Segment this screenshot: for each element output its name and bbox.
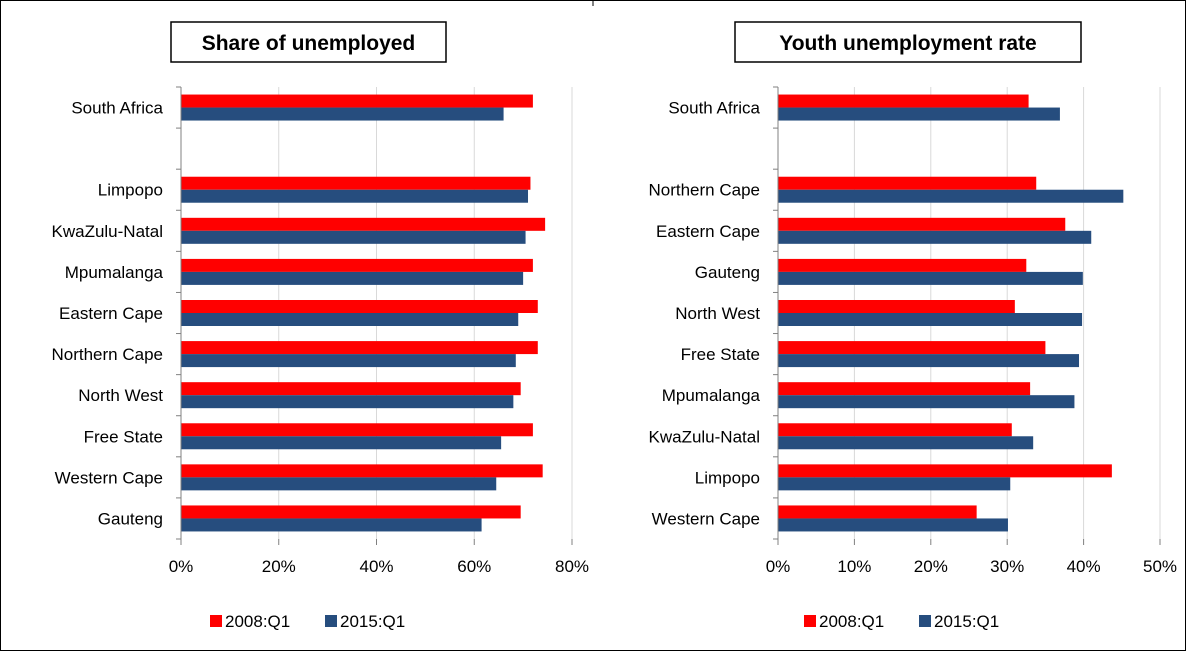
bar-2015-q1-4: [778, 271, 1083, 285]
legend-label: 2015:Q1: [340, 612, 405, 631]
category-label: Mpumalanga: [662, 386, 761, 405]
x-tick-label: 80%: [555, 557, 589, 576]
x-tick-label: 0%: [169, 557, 194, 576]
bar-2008-q1-9: [181, 464, 543, 478]
category-label: North West: [675, 304, 760, 323]
bar-2008-q1-6: [181, 341, 538, 355]
axis-group: 0% 10% 20% 30% 40% 50% South Africa Northern Ca…: [648, 86, 1177, 576]
category-label: Limpopo: [695, 468, 760, 487]
chart-panel-youth-unemployment-rate: Youth unemployment rate 0% 10% 20% 30% 40% 50…: [648, 21, 1177, 631]
bar-2015-q1-0: [181, 107, 504, 121]
bar-2015-q1-7: [778, 395, 1075, 409]
x-tick-label: 40%: [1067, 557, 1101, 576]
bar-2015-q1-8: [181, 436, 502, 450]
bar-2008-q1-2: [778, 176, 1037, 190]
category-label: South Africa: [71, 99, 163, 118]
legend: 2008:Q1 2015:Q1: [210, 612, 405, 631]
bar-2015-q1-2: [778, 189, 1124, 203]
bar-2015-q1-7: [181, 395, 514, 409]
bar-2015-q1-4: [181, 271, 524, 285]
bar-2015-q1-8: [778, 436, 1034, 450]
bar-2015-q1-6: [778, 354, 1080, 368]
legend-swatch: [210, 615, 222, 627]
legend-swatch: [804, 615, 816, 627]
bar-2008-q1-0: [778, 94, 1029, 108]
bar-2008-q1-10: [778, 505, 977, 519]
legend-label: 2008:Q1: [225, 612, 290, 631]
axis-group: 0% 20% 40% 60% 80% South Africa Limpopo KwaZulu…: [51, 86, 589, 576]
category-label: Northern Cape: [648, 181, 760, 200]
bar-2008-q1-6: [778, 341, 1046, 355]
bar-2008-q1-9: [778, 464, 1112, 478]
category-label: Eastern Cape: [59, 304, 163, 323]
category-label: Mpumalanga: [65, 263, 164, 282]
category-label: Free State: [84, 427, 163, 446]
bar-2008-q1-10: [181, 505, 521, 519]
x-tick-label: 30%: [990, 557, 1024, 576]
bar-2008-q1-4: [778, 258, 1027, 272]
bar-2015-q1-0: [778, 107, 1060, 121]
bar-2008-q1-7: [778, 382, 1031, 396]
category-label: KwaZulu-Natal: [52, 222, 164, 241]
bars-group: [778, 94, 1124, 532]
bars-group: [181, 94, 546, 532]
bar-2008-q1-3: [778, 217, 1066, 231]
legend-swatch: [919, 615, 931, 627]
category-label: Gauteng: [695, 263, 760, 282]
category-label: Western Cape: [55, 468, 163, 487]
category-label: North West: [78, 386, 163, 405]
chart-title-box: [170, 21, 447, 63]
x-tick-label: 40%: [359, 557, 393, 576]
category-label: Free State: [681, 345, 760, 364]
chart-title-box: [734, 21, 1082, 63]
category-label: Eastern Cape: [656, 222, 760, 241]
category-label: Limpopo: [98, 181, 163, 200]
bar-2008-q1-5: [778, 300, 1015, 313]
category-label: KwaZulu-Natal: [649, 427, 761, 446]
bar-2008-q1-8: [181, 423, 533, 437]
category-label: Western Cape: [652, 509, 760, 528]
legend-label: 2008:Q1: [819, 612, 884, 631]
bar-2008-q1-8: [778, 423, 1012, 437]
bar-2015-q1-2: [181, 189, 529, 203]
bar-2008-q1-0: [181, 94, 533, 108]
x-tick-label: 20%: [262, 557, 296, 576]
bar-2015-q1-10: [778, 518, 1008, 532]
x-tick-label: 60%: [457, 557, 491, 576]
bar-2015-q1-5: [778, 313, 1083, 326]
legend-swatch: [325, 615, 337, 627]
chart-title: Share of unemployed: [202, 32, 416, 55]
legend: 2008:Q1 2015:Q1: [804, 612, 999, 631]
bar-2015-q1-3: [778, 230, 1092, 244]
bar-2008-q1-3: [181, 217, 546, 231]
category-label: South Africa: [668, 99, 760, 118]
bar-2015-q1-10: [181, 518, 482, 532]
x-tick-label: 10%: [837, 557, 871, 576]
bar-2015-q1-9: [181, 477, 497, 491]
bar-2015-q1-9: [778, 477, 1011, 491]
x-tick-label: 50%: [1143, 557, 1177, 576]
chart-panel-share-of-unemployed: Share of unemployed 0% 20% 40% 60% 80% South …: [51, 21, 589, 631]
x-tick-label: 20%: [914, 557, 948, 576]
chart-title: Youth unemployment rate: [779, 32, 1036, 55]
bar-2008-q1-5: [181, 300, 538, 313]
bar-2008-q1-7: [181, 382, 521, 396]
category-label: Northern Cape: [51, 345, 163, 364]
bar-2008-q1-4: [181, 258, 533, 272]
bar-2015-q1-6: [181, 354, 516, 368]
bar-2015-q1-5: [181, 313, 519, 326]
bar-2008-q1-2: [181, 176, 531, 190]
legend-label: 2015:Q1: [934, 612, 999, 631]
category-label: Gauteng: [98, 509, 163, 528]
x-tick-label: 0%: [766, 557, 791, 576]
bar-2015-q1-3: [181, 230, 526, 244]
